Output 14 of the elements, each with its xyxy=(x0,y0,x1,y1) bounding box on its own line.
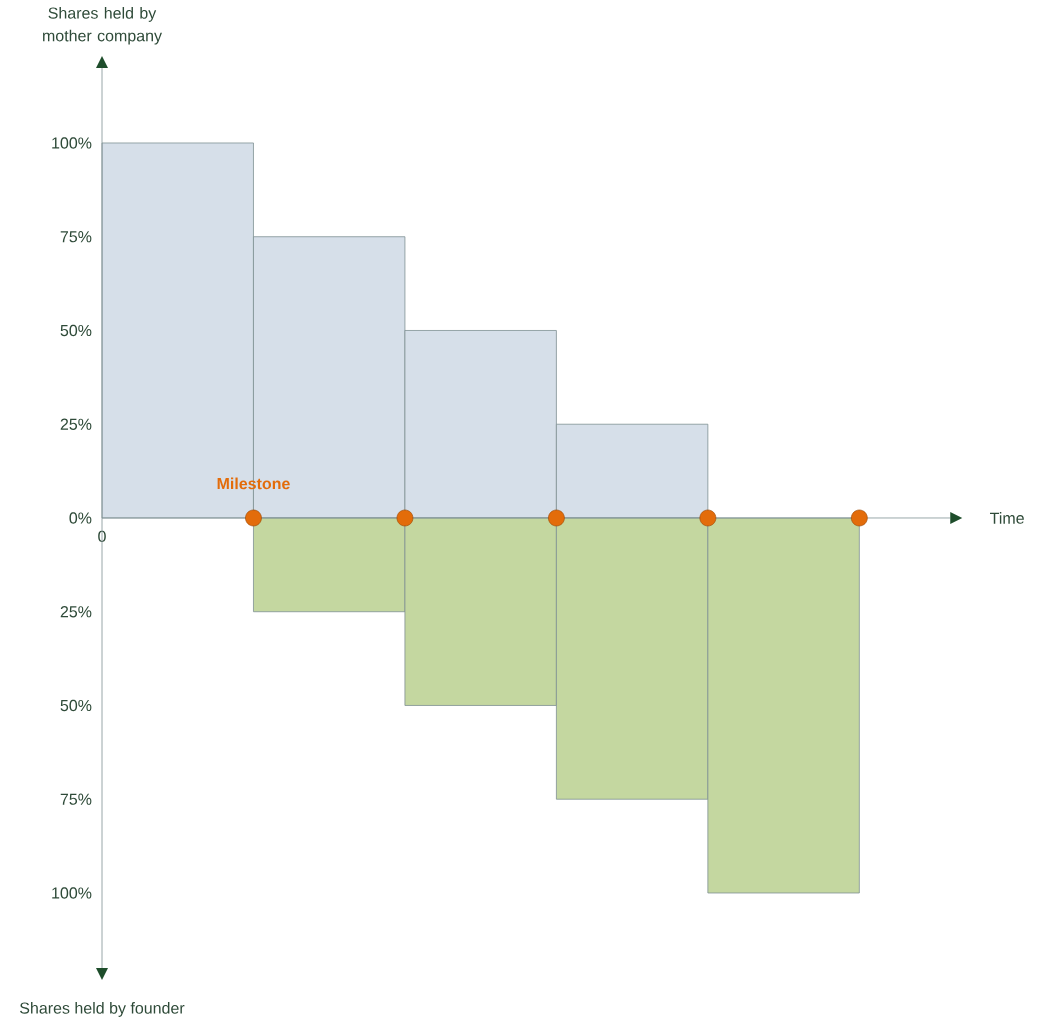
annotation: Milestone xyxy=(217,477,290,490)
text: Shares held by founder xyxy=(20,1002,185,1017)
y-tick-label: 50% xyxy=(60,324,92,337)
y-tick-label: 75% xyxy=(60,231,92,243)
y-tick-label: 25% xyxy=(60,606,92,618)
y-tick-label: 0% xyxy=(69,512,92,524)
y-tick-label: 25% xyxy=(60,418,92,430)
y-tick-label: 75% xyxy=(60,793,92,805)
y-tick-label: 100% xyxy=(52,137,92,149)
annotation: 0 xyxy=(98,530,106,543)
y-tick-label: 50% xyxy=(60,699,92,712)
y-axis-title: Shares held by mother company xyxy=(43,7,162,45)
x-axis-title: Time xyxy=(990,512,1024,524)
y-tick-label: 100% xyxy=(52,887,92,899)
